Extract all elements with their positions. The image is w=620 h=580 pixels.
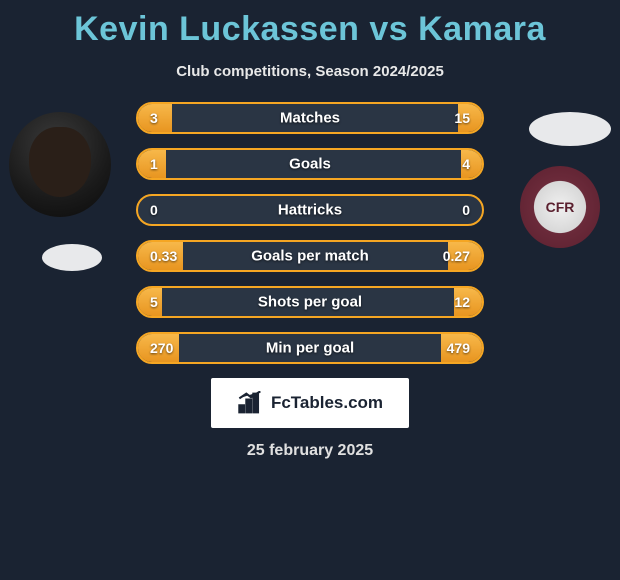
stat-label: Goals — [138, 156, 482, 173]
stat-label: Min per goal — [138, 340, 482, 357]
stat-row: 0.330.27Goals per match — [136, 240, 484, 272]
club-right-badge-top — [529, 112, 611, 146]
chart-icon — [237, 391, 265, 415]
club-right-crest-text: CFR — [546, 199, 575, 215]
source-badge: FcTables.com — [211, 378, 409, 428]
stat-row: 14Goals — [136, 148, 484, 180]
club-left-badge — [42, 244, 102, 271]
page-title: Kevin Luckassen vs Kamara — [0, 0, 620, 49]
player-left-avatar — [9, 112, 111, 217]
source-text: FcTables.com — [271, 393, 383, 413]
stat-row: 270479Min per goal — [136, 332, 484, 364]
date-label: 25 february 2025 — [0, 442, 620, 460]
stat-row: 315Matches — [136, 102, 484, 134]
stat-label: Shots per goal — [138, 294, 482, 311]
club-right-crest: CFR — [520, 166, 600, 248]
stat-row: 512Shots per goal — [136, 286, 484, 318]
stats-list: 315Matches 14Goals 00Hattricks 0.330.27Goal… — [136, 102, 484, 364]
stat-label: Goals per match — [138, 248, 482, 265]
stat-label: Hattricks — [138, 202, 482, 219]
stat-label: Matches — [138, 110, 482, 127]
stat-row: 00Hattricks — [136, 194, 484, 226]
subtitle: Club competitions, Season 2024/2025 — [0, 63, 620, 80]
comparison-panel: CFR 315Matches 14Goals 00Hattricks 0.330.27… — [0, 102, 620, 460]
